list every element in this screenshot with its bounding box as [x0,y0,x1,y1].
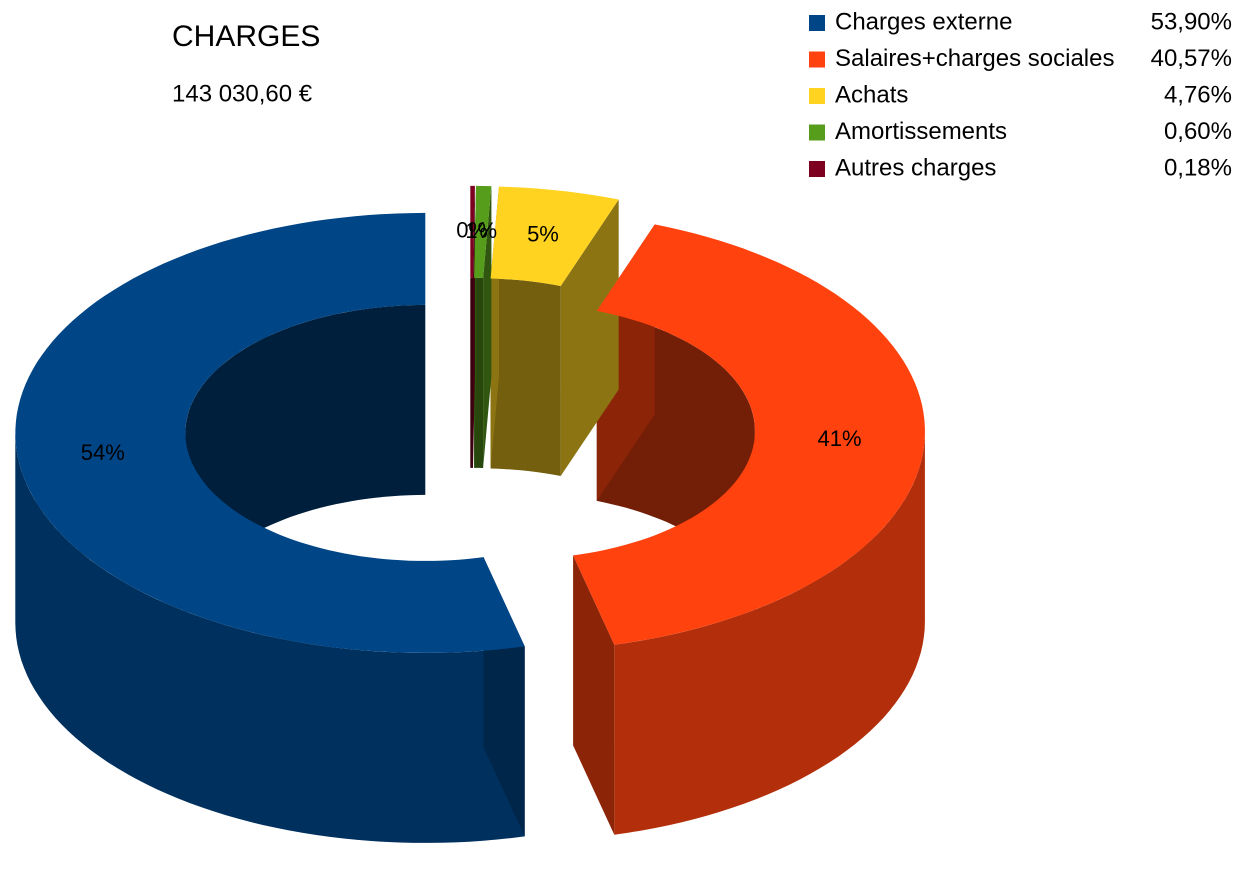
slice-outer-wall [614,431,925,835]
slice-inner-wall [185,304,426,623]
slice-cut-face [560,199,619,476]
data-label: 54% [81,440,125,465]
chart-title: CHARGES [172,20,320,53]
legend-swatch [809,161,825,177]
legend-label: Charges externe [835,8,1012,35]
data-labels: 54% 41% 5% 1%0% [81,218,862,465]
chart-subtitle: 143 030,60 € [172,80,313,107]
slice-inner-wall [490,278,561,476]
legend-label: Autres charges [835,154,996,181]
legend-swatch [809,15,825,31]
legend-swatch [809,124,825,141]
data-label: 1% [465,218,497,243]
legend-value: 40,57% [1151,45,1232,72]
legend-label: Achats [835,81,908,108]
legend-value: 4,76% [1164,81,1232,108]
slice-cut-face [483,186,492,468]
slice [15,212,525,653]
legend-swatch [809,51,825,68]
data-label: 0% [456,218,488,243]
slice [474,185,492,278]
slice [490,186,619,286]
slice-inner-wall [470,277,473,468]
data-label: 5% [527,222,559,247]
slice-cut-face [473,185,475,468]
legend-label: Salaires+charges sociales [835,45,1114,72]
legend-label: Amortissements [835,118,1007,145]
slices [15,185,925,653]
legend: Charges externe 53,90% Salaires+charges so… [809,8,1232,181]
legend-value: 53,90% [1151,8,1232,35]
slice [573,224,925,645]
slice-inner-wall [474,277,484,468]
slice-outer-wall [15,432,525,843]
legend-value: 0,60% [1164,118,1232,145]
slice-cut-face [573,555,615,835]
data-label: 41% [817,426,861,451]
legend-value: 0,18% [1164,154,1232,181]
slice [470,185,475,278]
legend-swatch [809,88,825,104]
